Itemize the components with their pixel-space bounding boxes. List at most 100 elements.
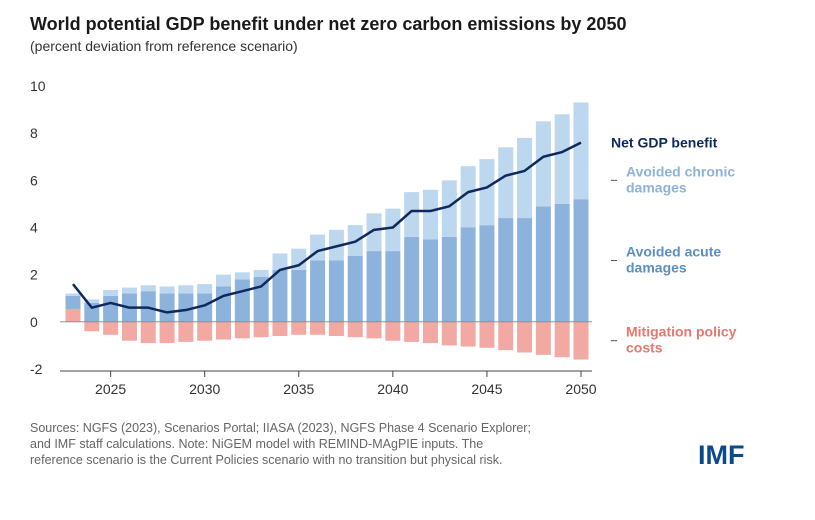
bar-chronic [216,274,232,287]
bar-acute [291,269,307,322]
bar-mitigation [385,321,401,341]
bar-chronic [103,289,119,296]
bar-mitigation [291,321,307,335]
bar-chronic [517,137,533,219]
bar-mitigation [535,321,551,355]
bar-acute [498,218,514,322]
bar-mitigation [216,321,232,340]
chart-subtitle: (percent deviation from reference scenar… [30,38,298,54]
bar-mitigation [121,321,137,341]
bar-mitigation [422,321,438,344]
bar-acute [159,293,175,322]
x-tick-label: 2035 [283,381,314,397]
bar-acute [216,286,232,322]
bar-chronic [272,253,288,270]
y-tick-label: -2 [30,361,43,377]
source-note: Sources: NGFS (2023), Scenarios Portal; … [30,420,640,468]
chart-title: World potential GDP benefit under net ze… [30,14,627,34]
legend-label: damages [626,260,687,276]
bar-mitigation [103,321,119,335]
bar-mitigation [347,321,363,338]
bar-mitigation [517,321,533,353]
bar-chronic [291,248,307,270]
y-tick-label: 8 [30,125,38,141]
bar-acute [103,295,119,322]
bar-acute [422,239,438,322]
bar-acute [385,251,401,322]
bar-chronic [140,285,156,292]
x-tick-label: 2040 [377,381,408,397]
bar-chronic [460,166,476,228]
y-tick-label: 10 [30,78,46,94]
bar-acute [535,206,551,322]
y-tick-label: 6 [30,172,38,188]
bar-mitigation [310,321,326,335]
bar-chronic [498,147,514,219]
bar-chronic [178,285,194,294]
bar-acute [554,203,570,322]
legend-net-gdp: Net GDP benefit [611,135,718,151]
legend-label: Mitigation policy [626,324,737,340]
bar-mitigation [140,321,156,344]
y-tick-label: 2 [30,267,38,283]
legend-label: Avoided chronic [626,163,735,179]
x-tick-label: 2025 [95,381,126,397]
bar-acute [404,236,420,322]
bar-mitigation [234,321,250,339]
y-tick-label: 0 [30,314,38,330]
bar-acute [517,218,533,322]
legend-label: costs [626,340,663,356]
bar-acute [441,236,457,322]
bar-acute [347,255,363,322]
x-tick-label: 2045 [471,381,502,397]
bar-chronic [422,189,438,240]
bar-acute [366,251,382,322]
bar-chronic [84,299,100,303]
imf-logo: IMF [698,440,745,470]
bar-mitigation [84,321,100,332]
bar-chronic [535,121,551,207]
bar-chronic [197,284,213,294]
bar-mitigation [366,321,382,339]
bar-chronic [441,180,457,237]
bar-mitigation [328,321,344,336]
bar-mitigation [573,321,589,360]
bar-chronic [253,269,269,278]
bar-chronic [121,287,137,294]
bar-acute [328,260,344,322]
bar-acute [310,260,326,322]
bar-mitigation [441,321,457,346]
legend-label: damages [626,179,687,195]
bar-acute [272,269,288,322]
bar-chronic [573,102,589,200]
bar-mitigation [404,321,420,342]
bar-chronic [404,192,420,237]
source-line-1: Sources: NGFS (2023), Scenarios Portal; … [30,421,531,435]
bar-mitigation [159,321,175,344]
bar-mitigation [65,308,81,322]
bar-mitigation [253,321,269,338]
bar-mitigation [178,321,194,342]
bar-chronic [310,234,326,261]
bar-mitigation [272,321,288,336]
bar-chronic [385,208,401,252]
x-tick-label: 2050 [565,381,596,397]
bar-chronic [554,114,570,204]
x-tick-label: 2030 [189,381,220,397]
source-line-3: reference scenario is the Current Polici… [30,453,503,467]
bar-chronic [159,286,175,294]
bar-acute [573,199,589,322]
gdp-chart: 10 8 6 4 2 0 -2 2025 2030 2035 2040 2045 2050 Net GDP… [30,78,737,397]
bar-chronic [479,159,495,226]
bar-chronic [366,213,382,252]
bar-acute [253,277,269,322]
bar-chronic [234,272,250,280]
bar-mitigation [479,321,495,348]
source-line-2: and IMF staff calculations. Note: NiGEM … [30,437,484,451]
bar-mitigation [498,321,514,351]
bar-chronic [65,293,81,296]
bar-acute [460,227,476,322]
bar-acute [479,225,495,322]
bar-mitigation [460,321,476,347]
bar-mitigation [554,321,570,358]
